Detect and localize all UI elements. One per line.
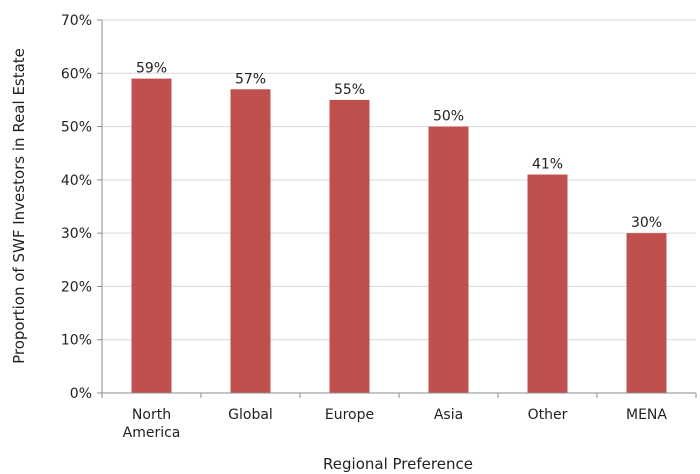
x-tick-label: Asia (434, 407, 463, 423)
bar (527, 174, 568, 393)
y-axis-ticks: 0% 10% 20% 30% 40% 50% 60% 70% (61, 13, 102, 402)
y-tick-label: 50% (61, 120, 92, 136)
gridlines (102, 19, 696, 341)
value-labels: 59% 57% 55% 50% 41% 30% (136, 61, 662, 232)
x-tick-label-line: MENA (626, 407, 667, 423)
x-tick-label: Global (228, 407, 273, 423)
x-tick-label-line: Europe (325, 407, 374, 423)
axes (101, 20, 696, 394)
bar (428, 126, 469, 394)
bar (329, 99, 370, 393)
x-tick-label-line: North (132, 407, 171, 423)
x-tick-label-line: Asia (434, 407, 463, 423)
bar (230, 89, 271, 394)
x-tick-label-line: Global (228, 407, 273, 423)
bar (626, 233, 667, 393)
value-label: 41% (532, 157, 563, 173)
y-tick-label: 0% (70, 386, 92, 402)
x-tick-label: North America (123, 407, 181, 441)
bars (131, 78, 667, 394)
x-tick-label-line: Other (528, 407, 568, 423)
x-tick-label-line: America (123, 425, 181, 441)
x-tick-label: Other (528, 407, 568, 423)
y-tick-label: 10% (61, 333, 92, 349)
value-label: 55% (334, 82, 365, 98)
bar (131, 78, 172, 393)
y-tick-label: 70% (61, 13, 92, 29)
value-label: 59% (136, 61, 167, 77)
y-axis-title: Proportion of SWF Investors in Real Esta… (10, 48, 28, 364)
y-tick-label: 40% (61, 173, 92, 189)
x-tick-label: MENA (626, 407, 667, 423)
y-tick-label: 20% (61, 279, 92, 295)
y-tick-label: 60% (61, 66, 92, 82)
value-label: 30% (631, 215, 662, 231)
x-tick-label: Europe (325, 407, 374, 423)
x-axis-ticks: North America Global Europe Asia Other MENA (101, 393, 697, 441)
value-label: 57% (235, 71, 266, 87)
y-tick-label: 30% (61, 226, 92, 242)
x-axis-title: Regional Preference (323, 455, 473, 473)
value-label: 50% (433, 109, 464, 125)
